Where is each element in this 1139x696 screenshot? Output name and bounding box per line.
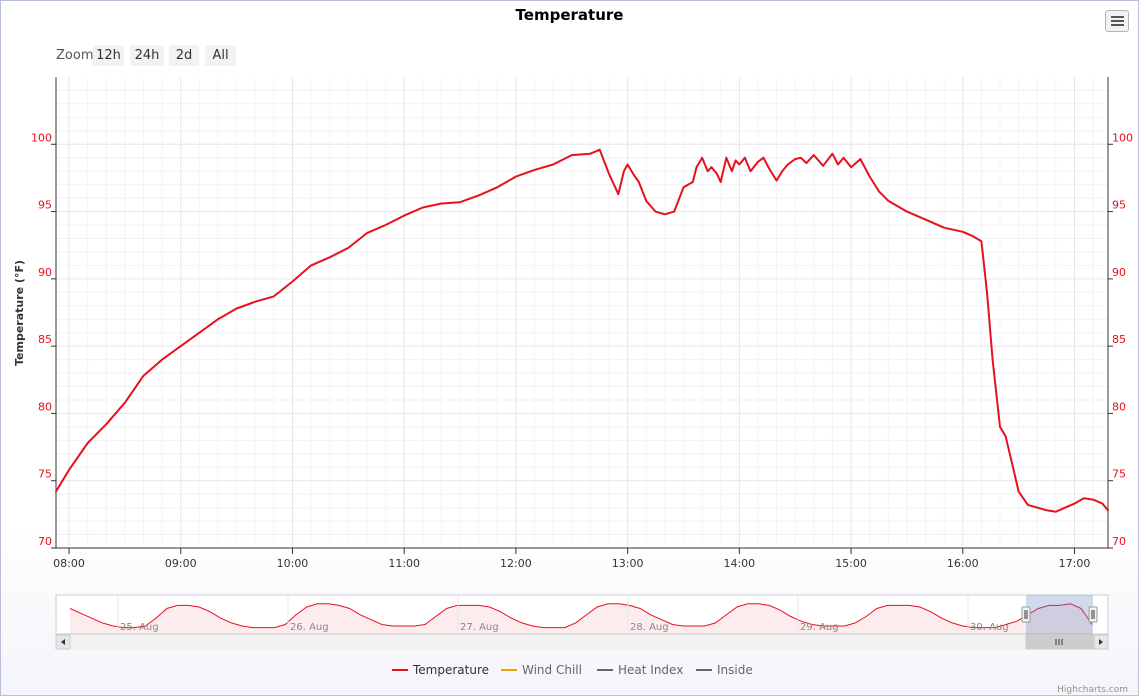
y-tick-label-left: 70 [38, 535, 52, 548]
major-grid [56, 77, 1108, 549]
legend-swatch-icon [392, 668, 408, 671]
navigator-date-label: 27. Aug [460, 622, 499, 633]
hamburger-icon-bar-2 [1111, 20, 1124, 22]
navigator-right-handle[interactable] [1088, 606, 1098, 623]
zoom-12h-button[interactable]: 12h [93, 45, 124, 66]
scrollbar[interactable] [55, 634, 1109, 650]
scrollbar-track [55, 634, 1109, 650]
x-tick-label: 13:00 [612, 557, 644, 570]
x-tick-label: 09:00 [165, 557, 197, 570]
navigator[interactable]: 25. Aug 26. Aug 27. Aug 28. Aug 29. Aug 30. A… [55, 594, 1109, 635]
credits-link[interactable]: Highcharts.com [1057, 685, 1128, 695]
y-axis-title: Temperature (°F) [13, 260, 26, 366]
legend-swatch-icon [696, 668, 712, 671]
y-tick-label-right: 100 [1112, 131, 1133, 144]
navigator-line [69, 603, 1093, 629]
y-tick-label-right: 70 [1112, 535, 1126, 548]
legend-swatch-icon [597, 668, 613, 671]
y-tick-label-left: 100 [31, 131, 52, 144]
navigator-left-handle[interactable] [1021, 606, 1031, 623]
legend: Temperature Wind Chill Heat Index Inside [1, 663, 1138, 683]
x-tick-label: 12:00 [500, 557, 532, 570]
navigator-date-label: 28. Aug [630, 622, 669, 633]
navigator-date-label: 25. Aug [120, 622, 159, 633]
x-tick-label: 11:00 [388, 557, 420, 570]
axes [55, 77, 1109, 549]
hamburger-icon-bar-3 [1111, 24, 1124, 26]
y-tick-label-right: 95 [1112, 199, 1126, 212]
x-tick-label: 16:00 [947, 557, 979, 570]
x-tick-label: 08:00 [53, 557, 85, 570]
context-menu-button[interactable] [1105, 10, 1129, 32]
y-tick-label-right: 90 [1112, 266, 1126, 279]
hamburger-icon-bar-1 [1111, 16, 1124, 18]
y-axis-left-ticks: 70 75 80 85 90 95 100 [31, 131, 56, 549]
y-axis-right-ticks: 70 75 80 85 90 95 100 [1108, 131, 1133, 549]
x-tick-label: 15:00 [835, 557, 867, 570]
x-tick-label: 10:00 [277, 557, 309, 570]
navigator-date-label: 26. Aug [290, 622, 329, 633]
minor-grid [56, 77, 1108, 548]
y-tick-label-left: 75 [38, 468, 52, 481]
arrow-left-icon [61, 639, 65, 645]
arrow-right-icon [1099, 639, 1103, 645]
y-tick-label-right: 85 [1112, 333, 1126, 346]
x-tick-label: 14:00 [723, 557, 755, 570]
y-tick-label-right: 75 [1112, 468, 1126, 481]
y-tick-label-left: 95 [38, 199, 52, 212]
series-line-temperature [55, 148, 1109, 513]
chart-title: Temperature [515, 6, 624, 24]
zoom-2d-button[interactable]: 2d [169, 45, 199, 66]
legend-item-wind-chill[interactable]: Wind Chill [501, 663, 582, 683]
y-tick-label-left: 80 [38, 400, 52, 413]
legend-item-temperature[interactable]: Temperature [392, 663, 489, 683]
zoom-all-button[interactable]: All [205, 45, 236, 66]
y-tick-label-left: 90 [38, 266, 52, 279]
zoom-24h-button[interactable]: 24h [130, 45, 164, 66]
navigator-selection [1026, 595, 1093, 634]
legend-item-inside[interactable]: Inside [696, 663, 753, 683]
navigator-outline [55, 594, 1109, 635]
legend-swatch-icon [501, 668, 517, 671]
x-axis-ticks: 08:00 09:00 10:00 11:00 12:00 13:00 14:00 15:00… [53, 548, 1090, 570]
legend-label: Heat Index [618, 663, 684, 677]
series-group [55, 148, 1109, 513]
legend-label: Wind Chill [522, 663, 582, 677]
legend-item-heat-index[interactable]: Heat Index [597, 663, 683, 683]
legend-label: Inside [717, 663, 753, 677]
x-tick-label: 17:00 [1059, 557, 1091, 570]
navigator-date-label: 29. Aug [800, 622, 839, 633]
legend-label: Temperature [413, 663, 490, 677]
zoom-label: Zoom [56, 48, 94, 63]
y-tick-label-left: 85 [38, 333, 52, 346]
navigator-date-label: 30. Aug [970, 622, 1009, 633]
y-tick-label-right: 80 [1112, 400, 1126, 413]
